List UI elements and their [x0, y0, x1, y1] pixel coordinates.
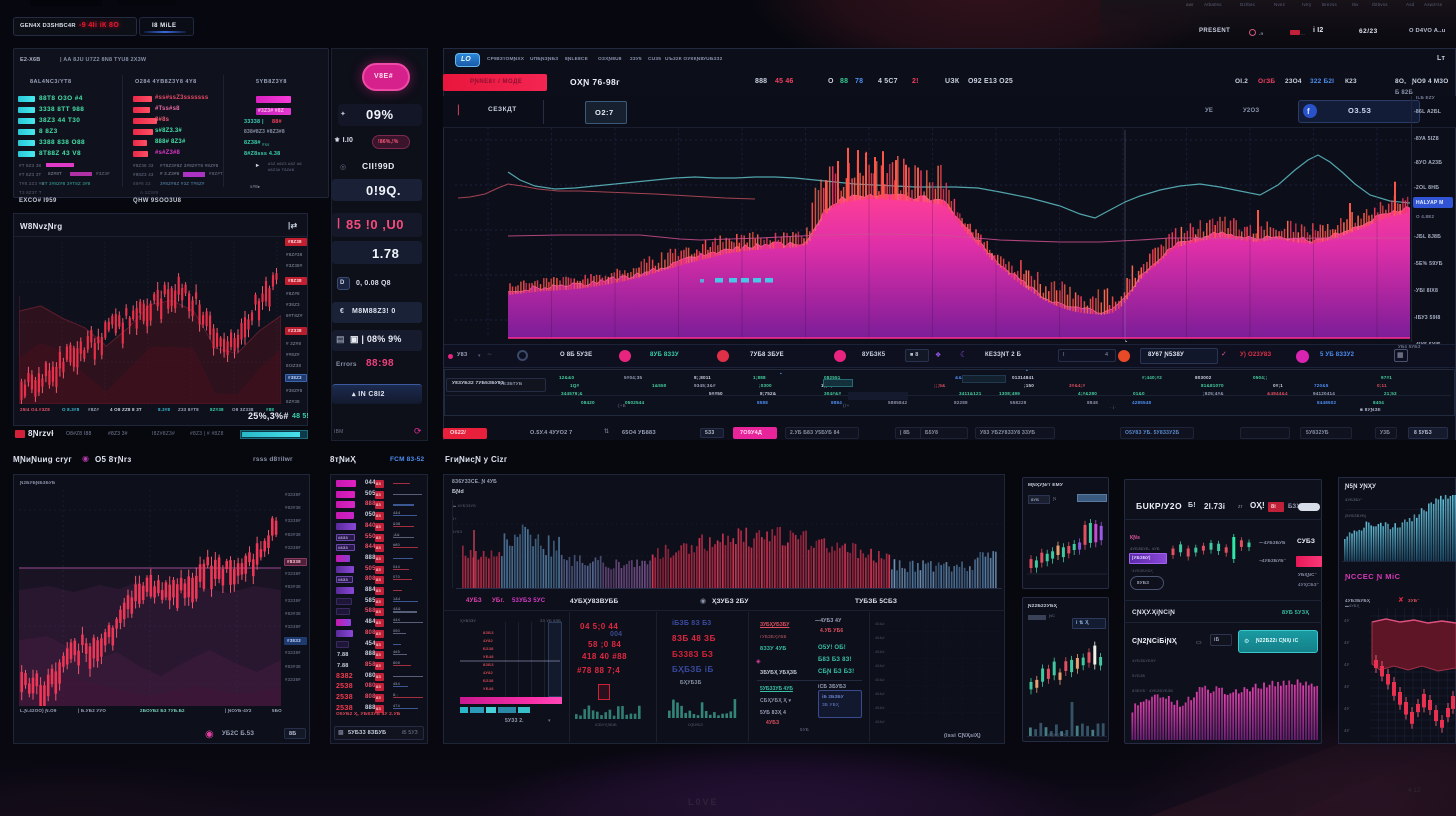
svg-text:4У: 4У — [1344, 684, 1350, 689]
svg-text:4У: 4У — [1344, 640, 1350, 645]
svg-text:4У: 4У — [1344, 618, 1350, 623]
svg-text:4У: 4У — [1344, 706, 1350, 711]
svg-text:4У: 4У — [1344, 662, 1350, 667]
svg-text:4У: 4У — [1344, 728, 1350, 733]
